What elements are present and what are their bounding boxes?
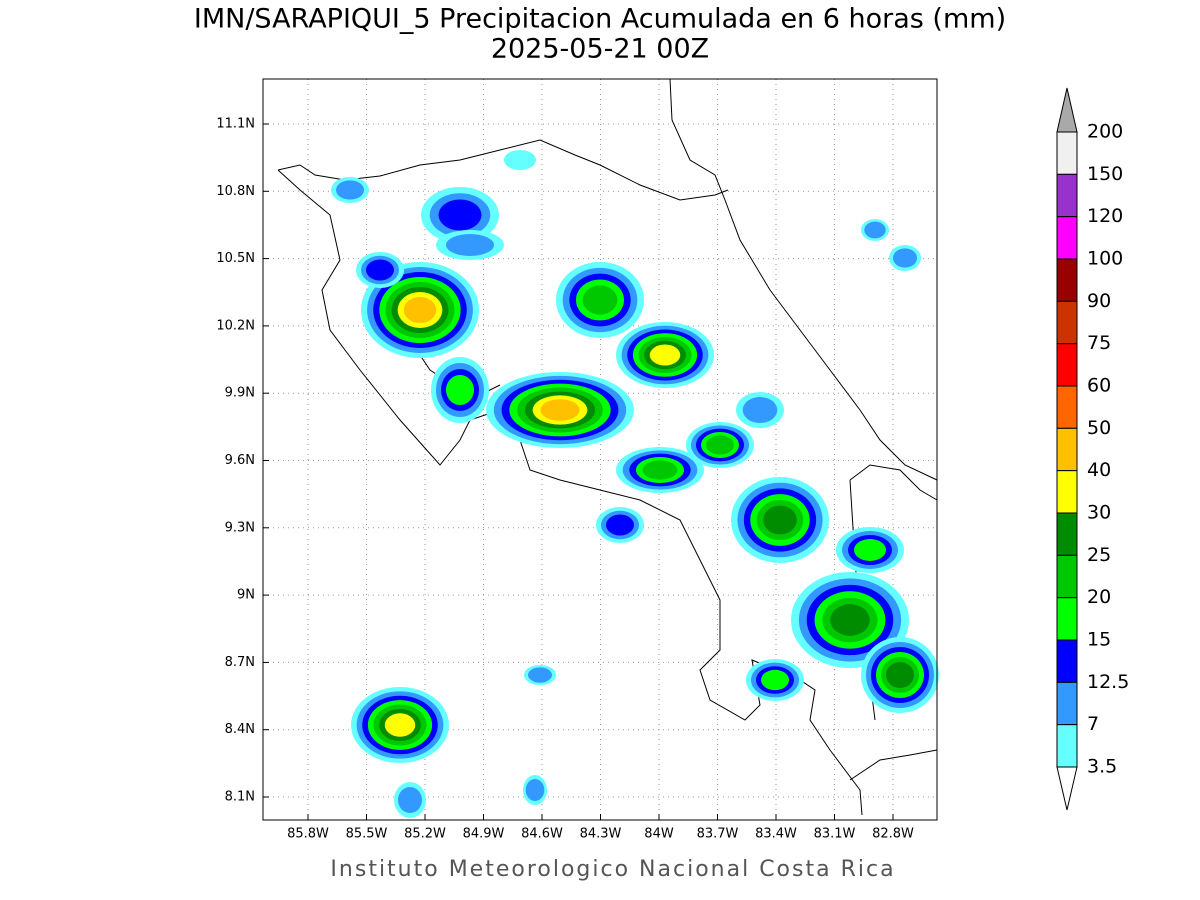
colorbar-box (1056, 343, 1078, 387)
colorbar-label: 200 (1087, 121, 1123, 143)
precip-cell (336, 180, 364, 200)
precip-cell (893, 248, 917, 268)
footer: Instituto Meteorologico Nacional Costa R… (330, 857, 895, 882)
colorbar-label: 20 (1087, 586, 1111, 608)
colorbar-above (1056, 87, 1078, 133)
colorbar-label: 120 (1087, 205, 1123, 227)
precip-cell (398, 787, 422, 813)
colorbar-label: 90 (1087, 290, 1111, 312)
lat-label: 8.7N (225, 655, 255, 670)
colorbar-label: 60 (1087, 375, 1111, 397)
lat-label: 8.1N (225, 790, 255, 805)
colorbar-box (1056, 300, 1078, 345)
title: IMN/SARAPIQUI_5 Precipitacion Acumulada … (194, 4, 1006, 35)
colorbar-label: 3.5 (1087, 756, 1117, 778)
lon-label: 83.7W (697, 827, 739, 842)
lat-label: 10.8N (216, 184, 255, 199)
lon-label: 85.2W (404, 827, 446, 842)
precip-cell (763, 505, 797, 535)
lon-label: 84W (644, 827, 674, 842)
precip-cell (649, 344, 681, 366)
colorbar-box (1056, 554, 1078, 599)
colorbar-box (1056, 470, 1078, 514)
colorbar-box (1056, 724, 1078, 768)
colorbar-label: 100 (1087, 248, 1123, 270)
lat-label: 8.4N (225, 722, 255, 737)
lon-label: 84.9W (463, 827, 505, 842)
map-area: 85.8W 85.5W 85.2W 84.9W 84.6W 84.3W 84W 83.7W 83… (216, 78, 939, 842)
precip-cell (830, 604, 870, 636)
colorbar-box (1056, 258, 1078, 302)
precip-cell (742, 397, 778, 423)
precip-cell (540, 399, 580, 421)
lon-label: 85.5W (346, 827, 388, 842)
panama-coast (849, 749, 938, 781)
colorbar-label: 30 (1087, 502, 1111, 524)
precip-cell (886, 662, 914, 688)
colorbar-box (1056, 216, 1078, 260)
colorbar-box (1056, 639, 1078, 683)
colorbar: 200 150 120 100 90 75 60 50 40 30 25 20 15 12.5 7 3.5 (1056, 87, 1129, 811)
colorbar-box (1056, 173, 1078, 218)
colorbar-box (1056, 131, 1078, 175)
colorbar-label: 25 (1087, 544, 1111, 566)
precip-cell (642, 460, 678, 480)
colorbar-box (1056, 681, 1078, 726)
lon-label: 84.6W (521, 827, 563, 842)
caribbean-coast (669, 78, 938, 481)
precip-cell (606, 514, 634, 536)
colorbar-box (1056, 597, 1078, 641)
colorbar-label: 50 (1087, 417, 1111, 439)
colorbar-box (1056, 385, 1078, 429)
precip-cell (403, 297, 437, 323)
colorbar-label: 12.5 (1087, 671, 1129, 693)
colorbar-below (1056, 766, 1078, 811)
precip-cell (761, 669, 789, 691)
colorbar-label: 40 (1087, 459, 1111, 481)
precipitation (331, 150, 939, 818)
lat-label: 9.9N (225, 386, 255, 401)
colorbar-label: 15 (1087, 629, 1111, 651)
lat-label: 9.6N (225, 453, 255, 468)
precip-cell (854, 539, 886, 561)
lon-label: 85.8W (287, 827, 329, 842)
precip-cell (438, 199, 482, 231)
lat-label: 9N (237, 588, 255, 603)
lon-label: 84.3W (580, 827, 622, 842)
lat-label: 10.5N (216, 251, 255, 266)
precip-cell (366, 259, 394, 281)
precip-cell (528, 667, 552, 683)
colorbar-box (1056, 427, 1078, 472)
precip-cell (446, 375, 474, 405)
lon-label: 83.4W (755, 827, 797, 842)
lon-label: 83.1W (814, 827, 856, 842)
colorbar-label: 75 (1087, 332, 1111, 354)
lat-label: 10.2N (216, 318, 255, 333)
subtitle: 2025-05-21 00Z (491, 34, 709, 65)
precip-cell (446, 234, 494, 256)
precip-cell (864, 221, 886, 239)
nicaragua-border (277, 139, 729, 201)
lat-label: 11.1N (216, 117, 255, 132)
colorbar-label: 150 (1087, 163, 1123, 185)
precip-cell (504, 150, 536, 170)
precip-cell (706, 435, 734, 455)
precip-cell (525, 779, 545, 801)
lon-label: 82.8W (872, 827, 914, 842)
precip-cell (384, 713, 416, 737)
precip-cell (582, 285, 618, 315)
colorbar-label: 7 (1087, 713, 1099, 735)
colorbar-box (1056, 512, 1078, 556)
lat-label: 9.3N (225, 520, 255, 535)
